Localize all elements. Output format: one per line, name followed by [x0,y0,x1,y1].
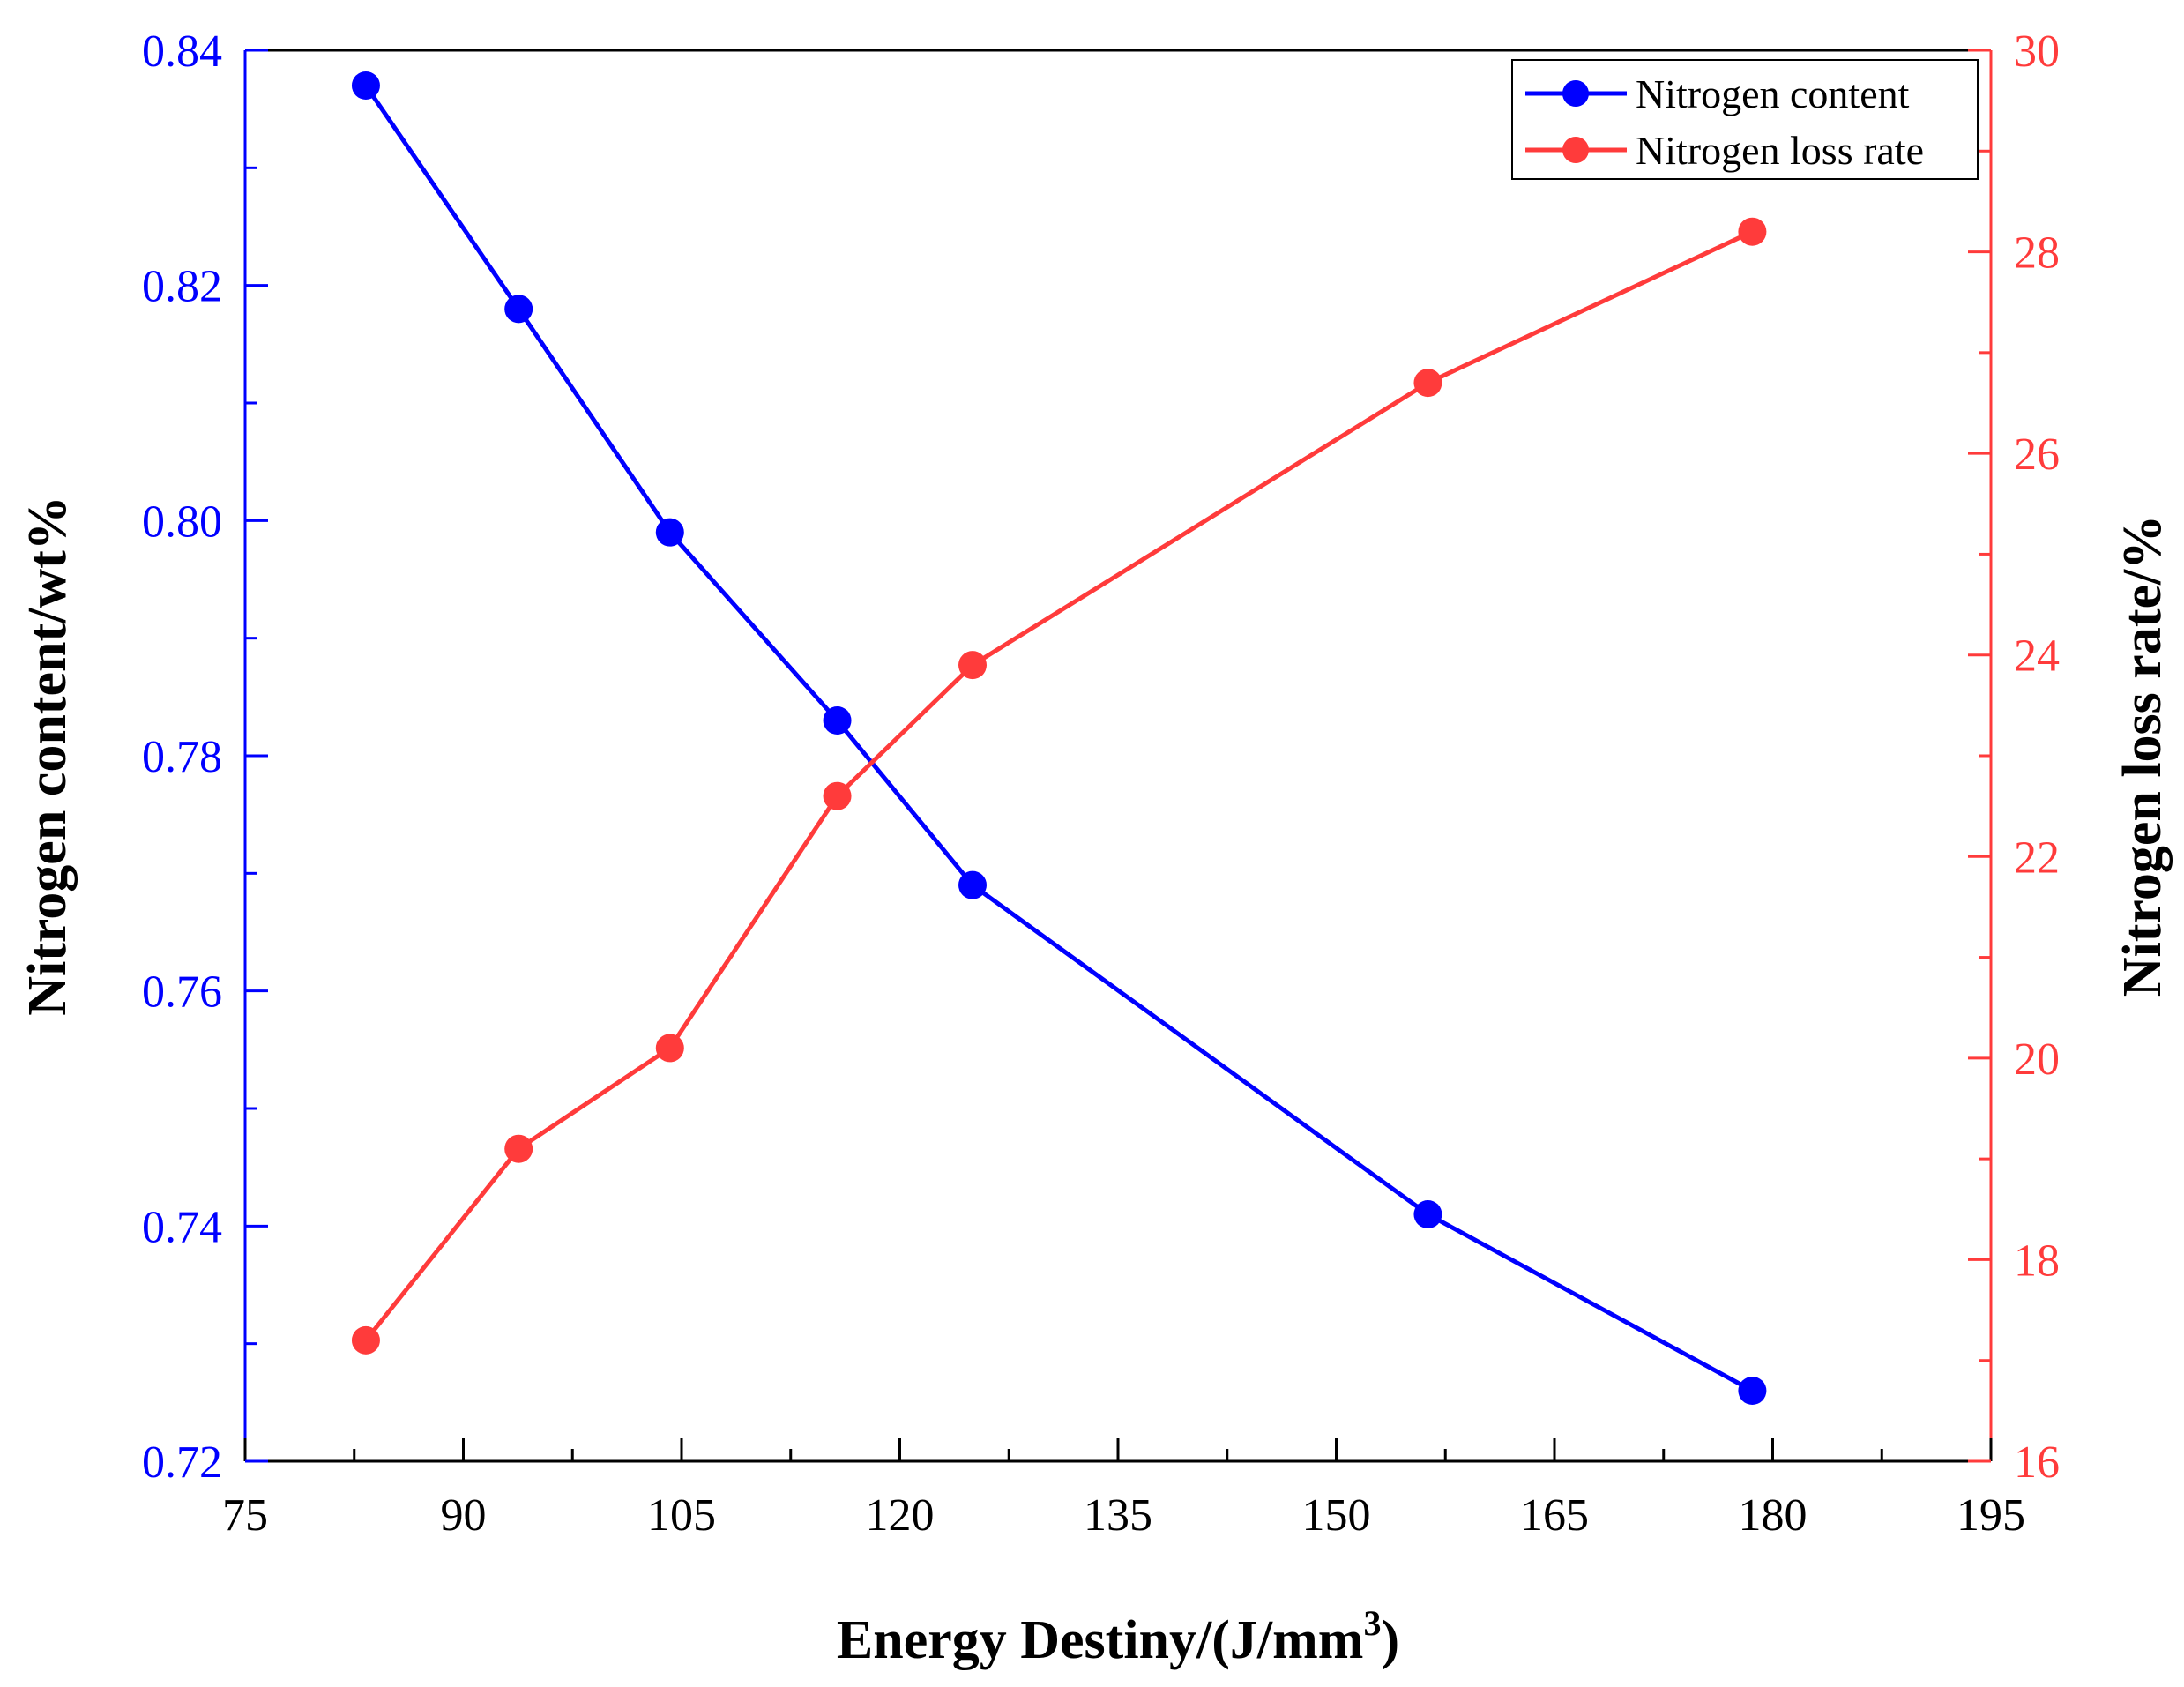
x-tick-label: 105 [647,1490,716,1541]
x-axis-title-superscript: 3 [1363,1603,1381,1643]
nitrogen-content-point [958,870,987,899]
legend-box [1511,59,1979,180]
nitrogen-loss-rate-point [823,781,852,810]
axes-group: 75 90 105 120 135 150 165 180 195 0.72 0.74 0.76 0.7… [142,26,2060,1541]
right-tick-label: 30 [2014,26,2060,77]
x-axis-title-suffix: ) [1381,1610,1399,1670]
nitrogen-loss-rate-point [655,1034,684,1063]
right-tick-label: 20 [2014,1034,2060,1085]
x-axis-title: Energy Destiny/(J/mm3) [837,1603,1399,1670]
legend-nitrogen-loss-rate-label: Nitrogen loss rate [1636,128,1924,173]
right-tick-label: 26 [2014,429,2060,480]
legend-nitrogen-content-label: Nitrogen content [1636,71,1910,116]
nitrogen-content-point [351,71,380,100]
x-tick-label: 90 [441,1490,487,1541]
right-tick-label: 22 [2014,832,2060,883]
nitrogen-content-point [655,518,684,547]
series-points-group [351,71,1767,1405]
left-tick-label: 0.76 [142,967,222,1018]
x-tick-label: 150 [1302,1490,1371,1541]
x-tick-label: 165 [1520,1490,1589,1541]
x-tick-label: 75 [222,1490,268,1541]
right-tick-label: 16 [2014,1437,2060,1488]
nitrogen-content-point [823,706,852,735]
left-tick-label: 0.78 [142,732,222,782]
right-y-axis-title: Nitrogen loss rate/% [2113,515,2173,997]
nitrogen-loss-rate-point [1413,369,1442,398]
x-tick-label: 135 [1084,1490,1152,1541]
left-tick-label: 0.84 [142,26,222,77]
x-tick-label: 180 [1739,1490,1808,1541]
left-y-axis-title: Nitrogen content/wt% [18,496,78,1015]
nitrogen-loss-rate-point [958,651,987,680]
legend-nitrogen-loss-rate-marker [1562,137,1589,163]
x-tick-label: 195 [1957,1490,2025,1541]
right-tick-label: 18 [2014,1235,2060,1286]
left-tick-label: 0.82 [142,262,222,312]
legend-nitrogen-content-marker [1562,80,1589,107]
right-tick-label: 24 [2014,631,2060,682]
nitrogen-content-point [1738,1377,1767,1405]
nitrogen-loss-rate-point [504,1134,533,1163]
left-tick-label: 0.80 [142,496,222,547]
x-axis-title-main: Energy Destiny/(J/mm [837,1610,1364,1670]
nitrogen-loss-rate-point [351,1325,380,1355]
left-tick-label: 0.72 [142,1437,222,1488]
left-tick-label: 0.74 [142,1202,222,1252]
x-tick-label: 120 [866,1490,935,1541]
nitrogen-content-point [1413,1200,1442,1228]
legend: Nitrogen content Nitrogen loss rate [1511,59,1979,180]
nitrogen-loss-rate-point [1738,217,1767,246]
nitrogen-content-point [504,295,533,324]
axis-titles-group: Energy Destiny/(J/mm3) Nitrogen content/w… [18,496,2173,1670]
right-tick-label: 28 [2014,228,2060,279]
